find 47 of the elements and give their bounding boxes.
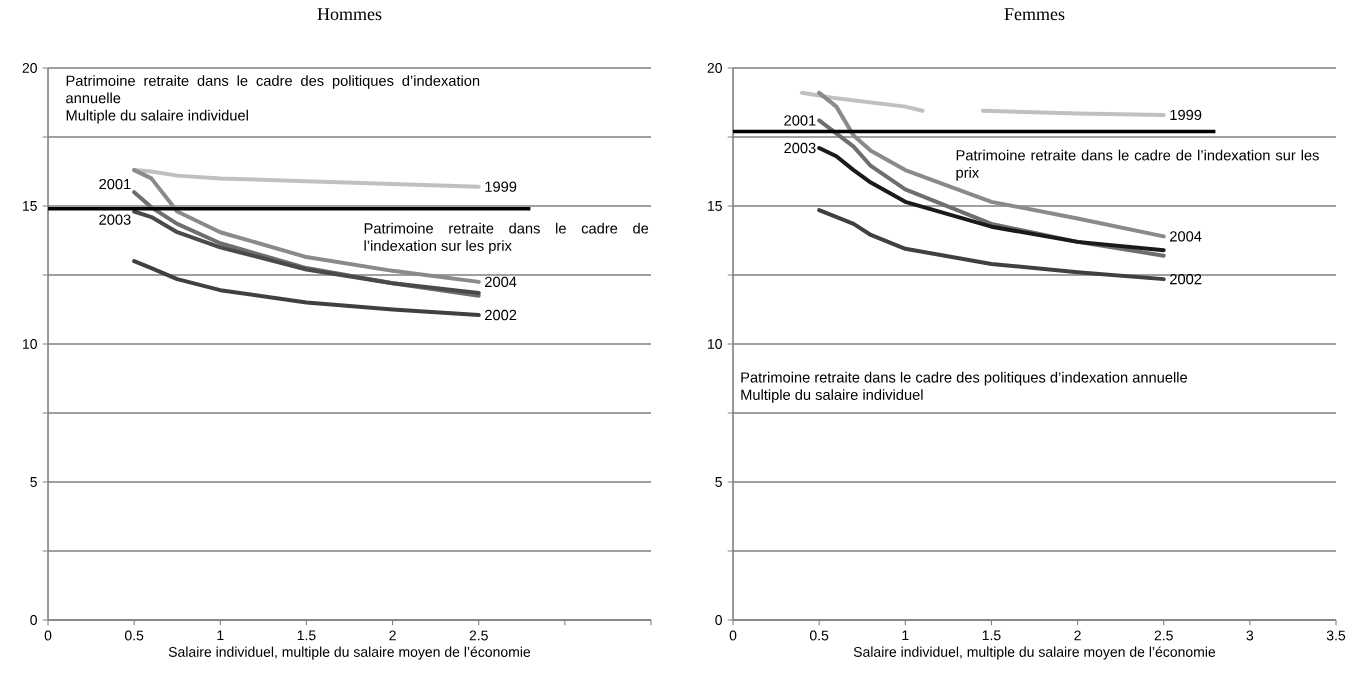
x-tick-label: 3 xyxy=(1246,630,1254,641)
annotation: Multiple du salaire individuel xyxy=(66,109,248,124)
y-tick-label: 5 xyxy=(715,477,722,487)
series-label: 1999 xyxy=(485,181,517,192)
x-axis-title: Salaire individuel, multiple du salaire moyen de l’économie xyxy=(853,646,1216,660)
x-tick-label: 0.5 xyxy=(809,630,829,641)
annotation: Patrimoine retraite dans le cadre des politiques d’indexation annuelle xyxy=(741,371,1188,386)
line-series xyxy=(817,208,1166,282)
y-tick-label: 10 xyxy=(708,339,722,349)
series-label: 2002 xyxy=(1170,273,1202,285)
chart-title: Femmes xyxy=(1004,8,1065,21)
series-label: 2003 xyxy=(784,142,816,154)
x-axis-title: Salaire individuel, multiple du salaire moyen de l’économie xyxy=(168,646,531,660)
x-tick-label: 2.5 xyxy=(1154,630,1173,641)
y-tick-label: 20 xyxy=(707,63,722,73)
y-tick-label: 0 xyxy=(715,615,722,625)
x-tick-label: 2.5 xyxy=(469,630,488,641)
ref-line-label: Patrimoine retraite dans le cadre de l’indexation sur les prix xyxy=(364,222,649,254)
x-tick-label: 1 xyxy=(902,630,909,641)
series-label: 2001 xyxy=(784,115,816,126)
x-tick-label: 1.5 xyxy=(297,630,316,641)
y-tick-label: 20 xyxy=(22,63,37,73)
series-label: 2004 xyxy=(1170,231,1202,242)
series-label: 2004 xyxy=(485,276,517,288)
line-series xyxy=(132,168,481,189)
line-series xyxy=(132,259,481,318)
x-tick-label: 0 xyxy=(44,630,52,641)
ref-line-label: Patrimoine retraite dans le cadre de l’indexation sur les prix xyxy=(956,149,1319,181)
series-label: 2002 xyxy=(485,309,517,321)
x-tick-label: 2 xyxy=(1074,630,1081,641)
x-tick-label: 0.5 xyxy=(124,630,144,641)
annotation: Patrimoine retraite dans le cadre des politiques d’indexation annuelle xyxy=(66,75,480,104)
series-label: 2003 xyxy=(99,214,131,225)
x-tick-label: 0 xyxy=(729,630,737,641)
y-tick-label: 15 xyxy=(23,201,37,211)
chart-title: Hommes xyxy=(317,8,382,21)
y-tick-label: 5 xyxy=(30,477,37,487)
y-tick-label: 10 xyxy=(23,339,37,349)
x-tick-label: 3.5 xyxy=(1326,630,1346,641)
y-tick-label: 15 xyxy=(708,201,722,211)
x-tick-label: 1.5 xyxy=(982,630,1001,641)
y-tick-label: 0 xyxy=(30,615,37,625)
series-label: 1999 xyxy=(1170,109,1202,121)
annotation: Multiple du salaire individuel xyxy=(741,389,923,403)
x-tick-label: 1 xyxy=(217,630,224,641)
series-label: 2001 xyxy=(99,178,131,190)
x-tick-label: 2 xyxy=(389,630,396,641)
